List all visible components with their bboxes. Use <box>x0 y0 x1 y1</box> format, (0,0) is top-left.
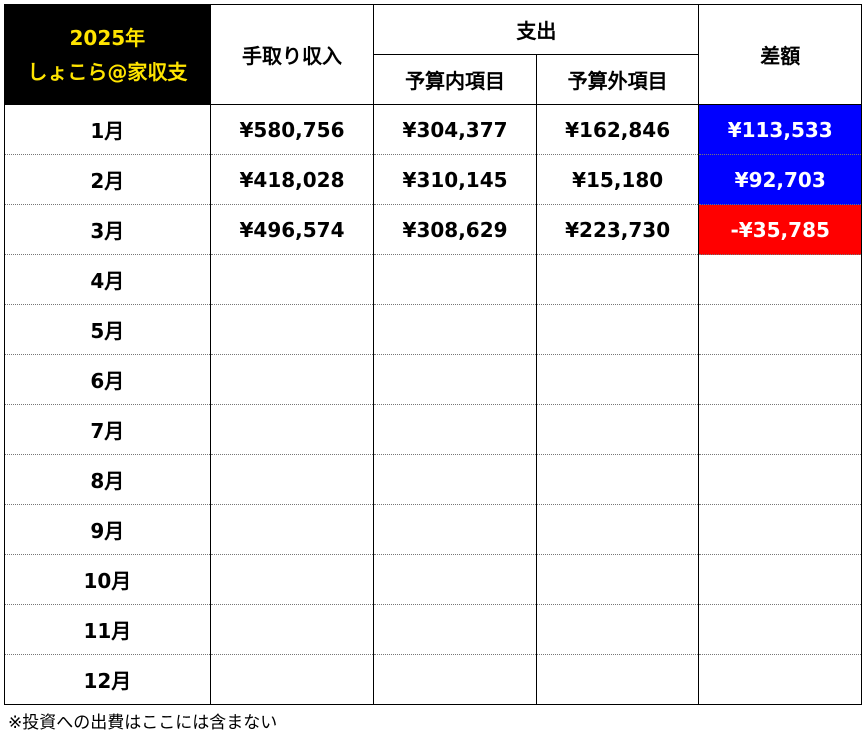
table-row: 6月 <box>4 354 862 405</box>
month-cell[interactable]: 1月 <box>4 104 211 155</box>
month-cell[interactable]: 10月 <box>4 554 211 605</box>
expense-header: 支出 <box>373 4 700 55</box>
month-cell[interactable]: 11月 <box>4 604 211 655</box>
budget-out-cell[interactable] <box>535 354 700 405</box>
budget-out-cell[interactable] <box>535 304 700 355</box>
table-row: 1月 ¥580,756 ¥304,377 ¥162,846 ¥113,533 <box>4 104 862 155</box>
income-cell[interactable] <box>209 354 375 405</box>
budget-in-header: 予算内項目 <box>373 54 537 105</box>
budget-in-cell[interactable]: ¥304,377 <box>373 104 537 155</box>
income-cell[interactable] <box>209 604 375 655</box>
budget-out-cell[interactable] <box>535 604 700 655</box>
difference-header: 差額 <box>698 4 862 105</box>
month-cell[interactable]: 7月 <box>4 404 211 455</box>
budget-in-cell[interactable] <box>373 354 537 405</box>
budget-out-cell[interactable] <box>535 404 700 455</box>
budget-out-cell[interactable] <box>535 554 700 605</box>
income-cell[interactable]: ¥496,574 <box>209 204 375 255</box>
budget-in-cell[interactable] <box>373 454 537 505</box>
difference-cell[interactable]: ¥113,533 <box>698 104 862 155</box>
footnote: ※投資への出費はここには含まない <box>8 713 278 733</box>
budget-in-cell[interactable] <box>373 304 537 355</box>
income-header: 手取り収入 <box>209 4 375 105</box>
header-row-2: 予算内項目 予算外項目 <box>5 54 862 105</box>
difference-cell[interactable] <box>698 604 862 655</box>
income-cell[interactable] <box>209 654 375 705</box>
table-row: 11月 <box>4 604 862 655</box>
budget-in-cell[interactable] <box>373 554 537 605</box>
table-row: 2月 ¥418,028 ¥310,145 ¥15,180 ¥92,703 <box>4 154 862 205</box>
month-cell[interactable]: 3月 <box>4 204 211 255</box>
income-cell[interactable] <box>209 254 375 305</box>
budget-out-cell[interactable] <box>535 654 700 705</box>
income-cell[interactable] <box>209 454 375 505</box>
month-cell[interactable]: 4月 <box>4 254 211 305</box>
budget-in-cell[interactable]: ¥308,629 <box>373 204 537 255</box>
difference-cell[interactable] <box>698 654 862 705</box>
budget-in-cell[interactable]: ¥310,145 <box>373 154 537 205</box>
table-row: 8月 <box>4 454 862 505</box>
table-row: 7月 <box>4 404 862 455</box>
month-cell[interactable]: 8月 <box>4 454 211 505</box>
difference-cell[interactable] <box>698 404 862 455</box>
income-cell[interactable] <box>209 554 375 605</box>
header-row-1: 2025年 しょこら@家収支 手取り収入 支出 差額 <box>4 4 862 105</box>
budget-in-cell[interactable] <box>373 504 537 555</box>
difference-cell[interactable]: ¥92,703 <box>698 154 862 205</box>
income-cell[interactable]: ¥580,756 <box>209 104 375 155</box>
difference-cell[interactable] <box>698 354 862 405</box>
table-row: 5月 <box>4 304 862 355</box>
difference-cell[interactable]: -¥35,785 <box>698 204 862 255</box>
budget-out-cell[interactable] <box>535 454 700 505</box>
budget-in-cell[interactable] <box>373 404 537 455</box>
title-name: しょこら@家収支 <box>27 59 188 84</box>
sheet-title: 2025年 しょこら@家収支 <box>4 4 211 105</box>
budget-out-cell[interactable] <box>535 254 700 305</box>
table-row: 4月 <box>4 254 862 305</box>
income-cell[interactable]: ¥418,028 <box>209 154 375 205</box>
budget-in-cell[interactable] <box>373 604 537 655</box>
budget-out-header: 予算外項目 <box>535 54 700 105</box>
budget-in-cell[interactable] <box>373 254 537 305</box>
difference-cell[interactable] <box>698 504 862 555</box>
budget-out-cell[interactable]: ¥223,730 <box>535 204 700 255</box>
budget-out-cell[interactable]: ¥15,180 <box>535 154 700 205</box>
month-cell[interactable]: 9月 <box>4 504 211 555</box>
budget-out-cell[interactable] <box>535 504 700 555</box>
budget-out-cell[interactable]: ¥162,846 <box>535 104 700 155</box>
title-year: 2025年 <box>69 25 146 50</box>
month-cell[interactable]: 12月 <box>4 654 211 705</box>
income-cell[interactable] <box>209 504 375 555</box>
income-cell[interactable] <box>209 304 375 355</box>
budget-in-cell[interactable] <box>373 654 537 705</box>
difference-cell[interactable] <box>698 304 862 355</box>
difference-cell[interactable] <box>698 454 862 505</box>
difference-cell[interactable] <box>698 254 862 305</box>
table-row: 12月 <box>4 654 862 705</box>
household-budget-sheet: 2025年 しょこら@家収支 手取り収入 支出 差額 予算内項目 予算外項目 1… <box>4 4 862 733</box>
difference-cell[interactable] <box>698 554 862 605</box>
table-row: 9月 <box>4 504 862 555</box>
month-cell[interactable]: 2月 <box>4 154 211 205</box>
month-cell[interactable]: 5月 <box>4 304 211 355</box>
table-row: 10月 <box>4 554 862 605</box>
month-cell[interactable]: 6月 <box>4 354 211 405</box>
income-cell[interactable] <box>209 404 375 455</box>
table-row: 3月 ¥496,574 ¥308,629 ¥223,730 -¥35,785 <box>4 204 862 255</box>
budget-table: 2025年 しょこら@家収支 手取り収入 支出 差額 予算内項目 予算外項目 1… <box>4 4 862 705</box>
